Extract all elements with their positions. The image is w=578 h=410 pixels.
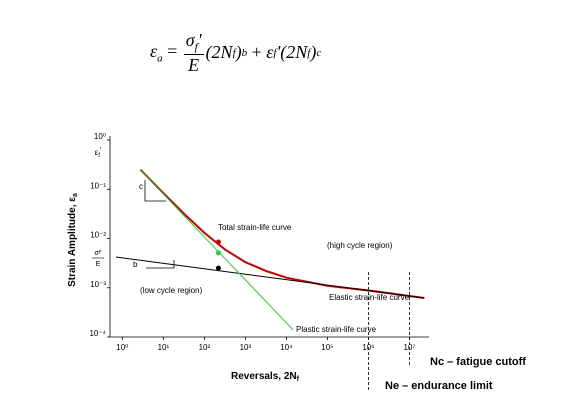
series-line — [140, 169, 294, 331]
label-text: Strain Amplitude, ε — [67, 197, 78, 287]
x-tick-label: 10³ — [240, 343, 252, 352]
prime: ' — [100, 250, 101, 257]
x-tick-label: 10² — [199, 343, 211, 352]
prime: ' — [100, 146, 102, 155]
series-line — [115, 256, 425, 299]
subscript: f — [273, 46, 277, 59]
superscript: c — [316, 46, 322, 59]
subscript: a — [157, 52, 163, 65]
symbol: σ — [185, 30, 195, 50]
symbol: ε — [150, 41, 158, 61]
point — [215, 265, 221, 271]
y-tick-label: 10⁻¹ — [90, 181, 106, 190]
subscript: f — [194, 41, 198, 54]
x-tick-label: 10⁵ — [321, 343, 333, 352]
label-text: Reversals, 2N — [231, 371, 297, 382]
symbol: (2N — [205, 42, 233, 63]
formula-lhs: εa = — [150, 41, 182, 65]
symbol: ε — [95, 148, 99, 157]
annotation: (high cycle region) — [327, 241, 393, 250]
symbol: σ — [94, 250, 99, 257]
subscript: f — [307, 46, 311, 59]
sub: f — [99, 250, 101, 256]
series-label: Elastic strain-life curve — [329, 293, 410, 302]
x-axis-label: Reversals, 2Nf — [231, 371, 300, 383]
slope-triangle-c — [144, 180, 166, 202]
limit-label: Ne – endurance limit — [385, 380, 493, 392]
y-tick-label: 10⁻² — [90, 231, 106, 240]
x-tick-label: 10⁰ — [116, 343, 128, 352]
annotation: b — [133, 260, 138, 269]
symbol: ) — [235, 42, 242, 63]
sigma-marker-den: E — [96, 261, 101, 268]
subscript: f — [232, 46, 236, 59]
label-sub: f — [297, 376, 300, 383]
symbol: '(2N — [276, 42, 308, 63]
point — [215, 250, 221, 256]
annotation: c — [139, 182, 143, 191]
y-tick-label: 10⁰ — [94, 132, 106, 141]
eps-f-marker: εf' — [95, 146, 102, 158]
fraction: σf' E — [183, 30, 204, 76]
symbol: = — [167, 41, 178, 61]
x-tick-label: 10¹ — [158, 343, 170, 352]
point — [215, 239, 221, 245]
symbol: + — [251, 42, 262, 63]
superscript: b — [241, 46, 248, 59]
label-sub: a — [72, 193, 79, 197]
sub: f — [98, 153, 100, 159]
series-label: Total strain-life curve — [218, 223, 292, 232]
symbol: ' — [197, 30, 202, 50]
y-tick-label: 10⁻³ — [90, 280, 106, 289]
y-tick-label: 10⁻⁴ — [89, 329, 106, 338]
limit-label: Nc – fatigue cutoff — [430, 356, 526, 368]
symbol: E — [188, 54, 200, 75]
formula: εa = σf' E (2N f) b + ε f '(2N f) c — [150, 30, 321, 76]
symbol: ) — [310, 42, 317, 63]
sigma-marker-num: σf' — [94, 250, 101, 257]
annotation: (low cycle region) — [140, 286, 203, 295]
y-axis-label: Strain Amplitude, εa — [67, 193, 79, 287]
series-label: Plastic strain-life curve — [296, 325, 377, 334]
slope-triangle-b — [146, 260, 175, 269]
symbol: ε — [266, 42, 274, 63]
x-tick-label: 10⁴ — [280, 343, 293, 352]
